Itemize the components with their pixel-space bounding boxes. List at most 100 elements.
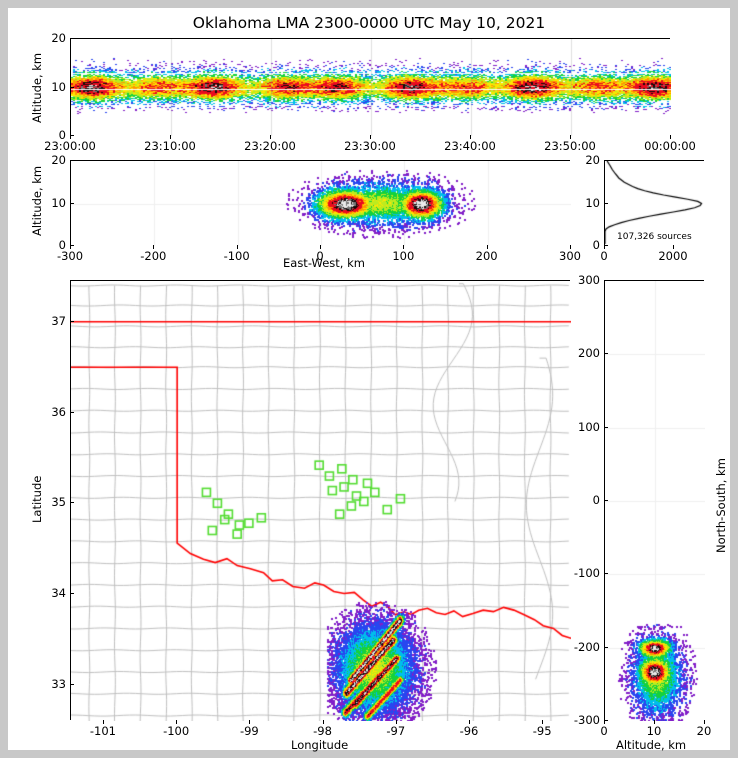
north-south-xtick-1: 10: [646, 724, 662, 738]
north-south-xtickmark: [654, 720, 655, 724]
map-ytick-3: 36: [51, 404, 66, 419]
time-height-ytickmark: [70, 38, 74, 39]
north-south-xtickmark: [704, 720, 705, 724]
north-south-ytick-5: 200: [578, 346, 600, 361]
map-panel: [70, 280, 571, 721]
north-south-xtick-0: 0: [600, 724, 608, 738]
north-south-ylabel: North-South, km: [714, 458, 728, 553]
map-ytickmark: [70, 411, 74, 413]
source-count-label: 107,326 sources: [617, 232, 692, 242]
time-height-xtick-2: 23:20:00: [244, 139, 296, 153]
time-height-xtick-4: 23:40:00: [444, 139, 496, 153]
time-height-ytickmark: [70, 135, 74, 136]
map-xtickmark: [468, 720, 470, 724]
map-xtick-5: -96: [459, 724, 479, 738]
north-south-ytick-4: 100: [578, 419, 600, 434]
north-south-ytick-3: 0: [592, 493, 600, 507]
east-west-xtick-2: -100: [223, 249, 250, 263]
altitude-histogram-xtickmark: [672, 245, 674, 249]
north-south-ytick-1: -200: [573, 639, 600, 654]
north-south-xlabel: Altitude, km: [616, 738, 687, 752]
time-height-ytick-2: 20: [51, 31, 66, 45]
east-west-xtickmark: [403, 245, 405, 249]
map-xtick-2: -99: [239, 724, 259, 738]
map-xtickmark: [249, 720, 251, 724]
east-west-xlabel: East-West, km: [283, 256, 365, 270]
map-xtick-3: -98: [313, 724, 332, 738]
north-south-ytickmark: [604, 646, 608, 648]
page-title: Oklahoma LMA 2300-0000 UTC May 10, 2021: [192, 14, 546, 32]
time-height-xtickmark: [70, 135, 71, 139]
map-xtick-0: -101: [89, 724, 116, 738]
time-height-xtick-0: 23:00:00: [44, 139, 96, 153]
north-south-panel: [604, 280, 705, 721]
map-xtickmark: [176, 720, 178, 724]
altitude-histogram-ytick-1: 10: [585, 195, 600, 210]
east-west-ytickmark: [70, 245, 74, 246]
north-south-xtick-2: 20: [696, 724, 712, 738]
map-xtickmark: [102, 720, 104, 724]
east-west-ytick-1: 10: [51, 195, 66, 210]
east-west-xtick-6: 300: [559, 249, 581, 263]
north-south-ytickmark: [604, 280, 608, 281]
east-west-xtickmark: [236, 245, 238, 249]
map-xtick-1: -100: [163, 724, 190, 738]
altitude-histogram-panel: [604, 160, 705, 246]
map-ytick-0: 33: [51, 676, 66, 691]
time-height-xtickmark: [370, 135, 371, 139]
east-west-xtick-4: 100: [392, 249, 415, 263]
east-west-ytickmark: [70, 202, 74, 204]
altitude-histogram-xtickmark: [604, 245, 605, 249]
east-west-ytick-2: 20: [51, 153, 66, 167]
map-ytickmark: [70, 592, 74, 594]
east-west-xtickmark: [153, 245, 155, 249]
altitude-histogram-xtick-1: 2000: [658, 249, 688, 263]
altitude-histogram-ytickmark: [604, 245, 608, 246]
map-ytickmark: [70, 502, 74, 504]
altitude-histogram-ytickmark: [604, 202, 608, 204]
east-west-xtickmark: [486, 245, 488, 249]
time-height-xtickmark: [670, 135, 671, 139]
east-west-xtick-3: 0: [316, 249, 324, 263]
figure-canvas: Oklahoma LMA 2300-0000 UTC May 10, 2021 …: [8, 8, 730, 752]
north-south-ytick-0: -300: [573, 713, 600, 727]
map-xlabel: Longitude: [291, 738, 349, 752]
map-ytickmark: [70, 320, 74, 322]
time-height-xtick-6: 00:00:00: [644, 139, 696, 153]
east-west-panel: [70, 160, 571, 246]
time-height-xtick-5: 23:50:00: [544, 139, 596, 153]
time-height-ytick-0: 0: [58, 128, 66, 142]
time-height-xtick-3: 23:30:00: [344, 139, 396, 153]
north-south-ytickmark: [604, 573, 608, 575]
map-ytick-1: 34: [51, 585, 66, 600]
time-height-xtickmark: [470, 135, 471, 139]
time-height-xtickmark: [570, 135, 571, 139]
east-west-xtickmark: [320, 245, 321, 249]
north-south-ytickmark: [604, 426, 608, 428]
east-west-xtickmark: [570, 245, 571, 249]
time-height-panel: [70, 38, 671, 136]
north-south-ytickmark: [604, 720, 608, 721]
time-height-ytickmark: [70, 86, 74, 88]
map-xtickmark: [395, 720, 397, 724]
map-ytickmark: [70, 683, 74, 685]
time-height-xtick-1: 23:10:00: [144, 139, 196, 153]
time-height-xtickmark: [270, 135, 271, 139]
east-west-ytick-0: 0: [58, 238, 66, 252]
north-south-ytickmark: [604, 500, 608, 501]
east-west-xtick-1: -200: [140, 249, 167, 263]
north-south-ytick-6: 300: [578, 273, 600, 287]
map-xtick-6: -95: [532, 724, 552, 738]
north-south-ytickmark: [604, 353, 608, 355]
east-west-xtickmark: [70, 245, 71, 249]
map-xtickmark: [322, 720, 324, 724]
east-west-ytickmark: [70, 160, 74, 161]
map-xtick-4: -97: [386, 724, 406, 738]
time-height-ytick-1: 10: [51, 79, 66, 94]
altitude-histogram-ytickmark: [604, 160, 608, 161]
east-west-xtick-5: 200: [475, 249, 498, 263]
map-ytick-4: 37: [51, 313, 66, 328]
north-south-ytick-2: -100: [573, 566, 600, 581]
north-south-xtickmark: [604, 720, 605, 724]
map-ytick-2: 35: [51, 495, 66, 510]
